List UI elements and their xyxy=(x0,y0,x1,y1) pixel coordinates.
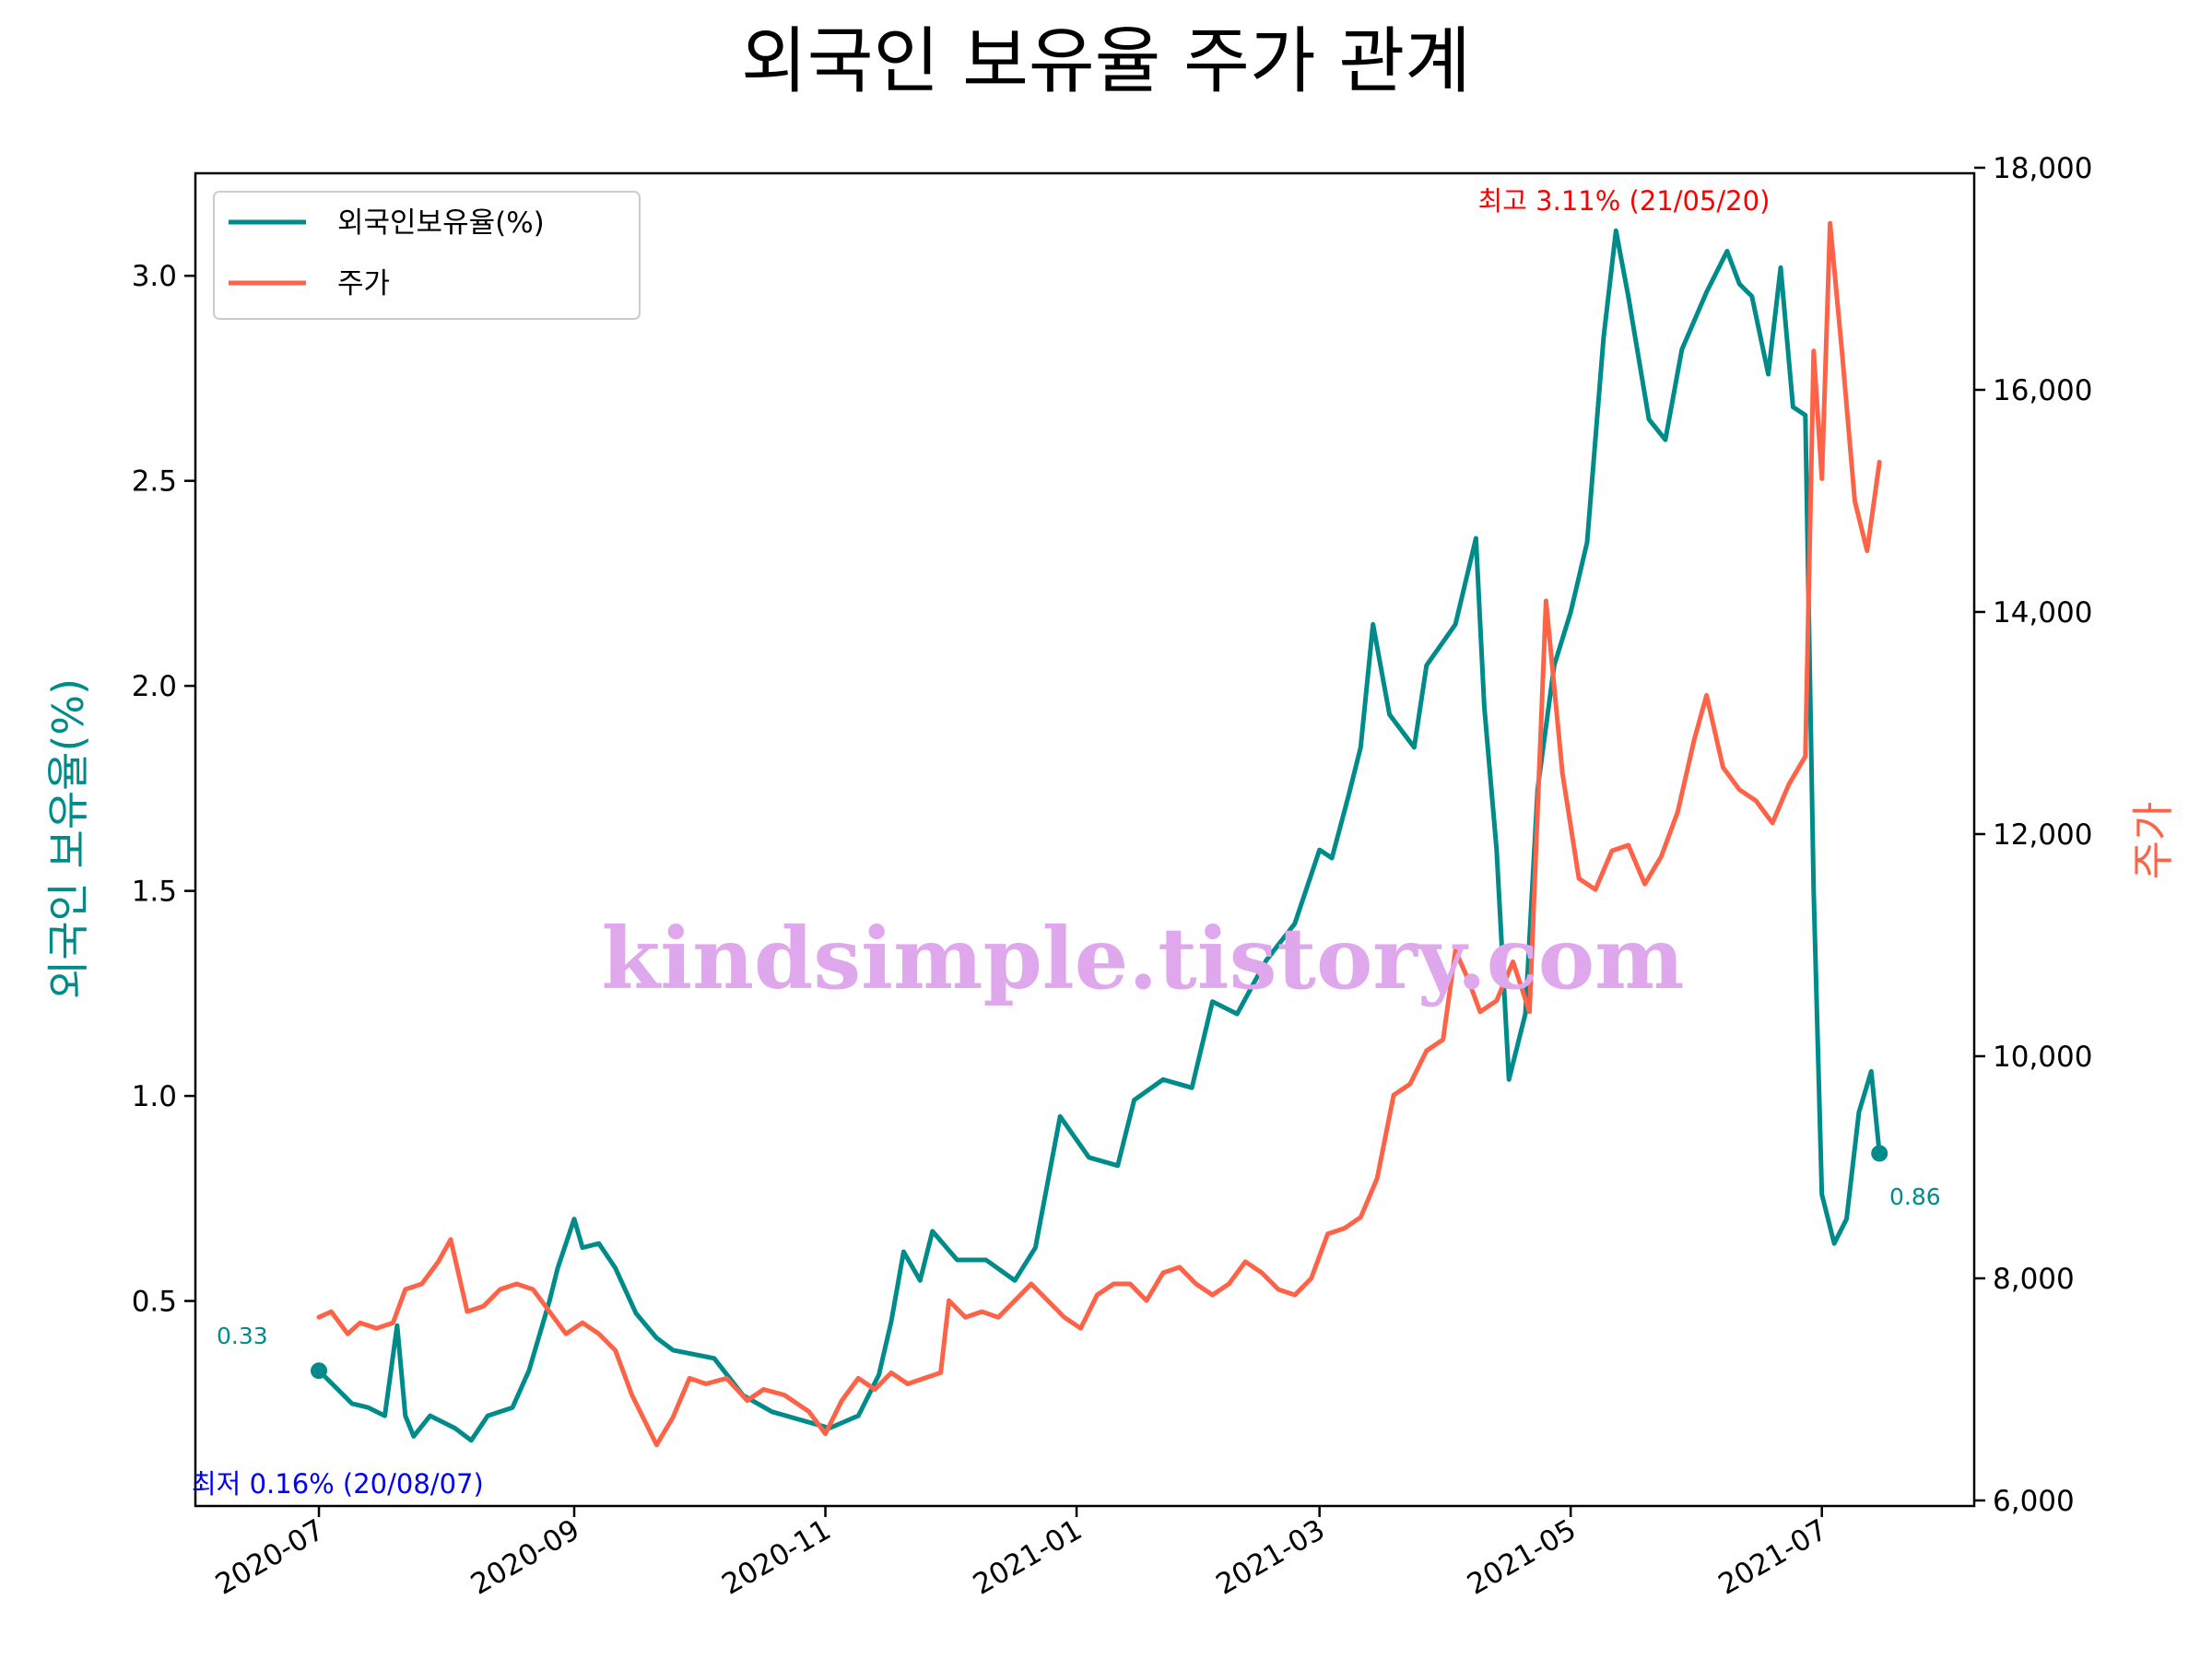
legend: 외국인보유율(%) 주가 xyxy=(213,191,641,320)
y-right-tick-label: 8,000 xyxy=(1993,1263,2075,1296)
x-tick-label: 2020-09 xyxy=(465,1513,585,1602)
x-tick-label: 2021-07 xyxy=(1713,1513,1833,1602)
y-right-tick-label: 6,000 xyxy=(1993,1485,2075,1518)
foreign-ratio-points xyxy=(318,230,1880,1441)
start-point-marker xyxy=(311,1362,327,1380)
y-right-tick-label: 18,000 xyxy=(1993,152,2092,185)
x-tick-label: 2021-01 xyxy=(968,1513,1088,1602)
y-left-tick-label: 2.5 xyxy=(132,465,177,499)
min-annotation: 최저 0.16% (20/08/07) xyxy=(192,1468,484,1500)
legend-label-foreign: 외국인보유율(%) xyxy=(337,206,545,240)
x-tick-label: 2021-05 xyxy=(1462,1513,1582,1602)
end-point-marker xyxy=(1871,1145,1888,1162)
y-left-tick-label: 1.0 xyxy=(132,1080,177,1113)
x-tick-label: 2020-11 xyxy=(716,1513,836,1602)
annotations: 최고 3.11% (21/05/20) 최저 0.16% (20/08/07) … xyxy=(192,185,1941,1500)
y-right-tick-label: 10,000 xyxy=(1993,1041,2092,1074)
y-left-tick-label: 3.0 xyxy=(132,260,177,293)
start-value-label: 0.33 xyxy=(217,1323,268,1349)
y-left-tick-label: 1.5 xyxy=(132,876,177,909)
series-layer xyxy=(311,220,1888,1448)
y-left-tick-label: 2.0 xyxy=(132,670,177,703)
x-axis: 2020-07 2020-09 2020-11 2021-01 2021-03 2021-… xyxy=(210,1506,1833,1602)
series-line-foreign-ratio xyxy=(316,228,1882,1443)
price-points xyxy=(318,223,1880,1445)
y-left-tick-label: 0.5 xyxy=(132,1286,177,1319)
x-tick-label: 2020-07 xyxy=(210,1513,330,1602)
x-tick-label: 2021-03 xyxy=(1210,1513,1330,1602)
y-right-tick-label: 16,000 xyxy=(1993,374,2092,407)
chart-title: 외국인 보유율 주가 관계 xyxy=(741,20,1471,103)
y-right-label: 주가 xyxy=(2128,802,2178,880)
y-right-tick-label: 12,000 xyxy=(1993,818,2092,852)
legend-label-price: 주가 xyxy=(337,267,390,300)
watermark: kindsimple.tistory.com xyxy=(601,909,1684,1008)
max-annotation: 최고 3.11% (21/05/20) xyxy=(1478,185,1771,217)
plot-area: kindsimple.tistory.com xyxy=(194,171,1976,1508)
y-left-label: 외국인 보유율(%) xyxy=(43,678,93,999)
y-right-axis: 6,000 8,000 10,000 12,000 14,000 16,000 18,000 xyxy=(1974,152,2092,1518)
legend-box xyxy=(213,191,641,320)
y-left-axis: 0.5 1.0 1.5 2.0 2.5 3.0 xyxy=(132,260,195,1319)
end-value-label: 0.86 xyxy=(1889,1183,1941,1210)
y-right-tick-label: 14,000 xyxy=(1993,596,2092,629)
plot-frame xyxy=(194,171,1976,1508)
